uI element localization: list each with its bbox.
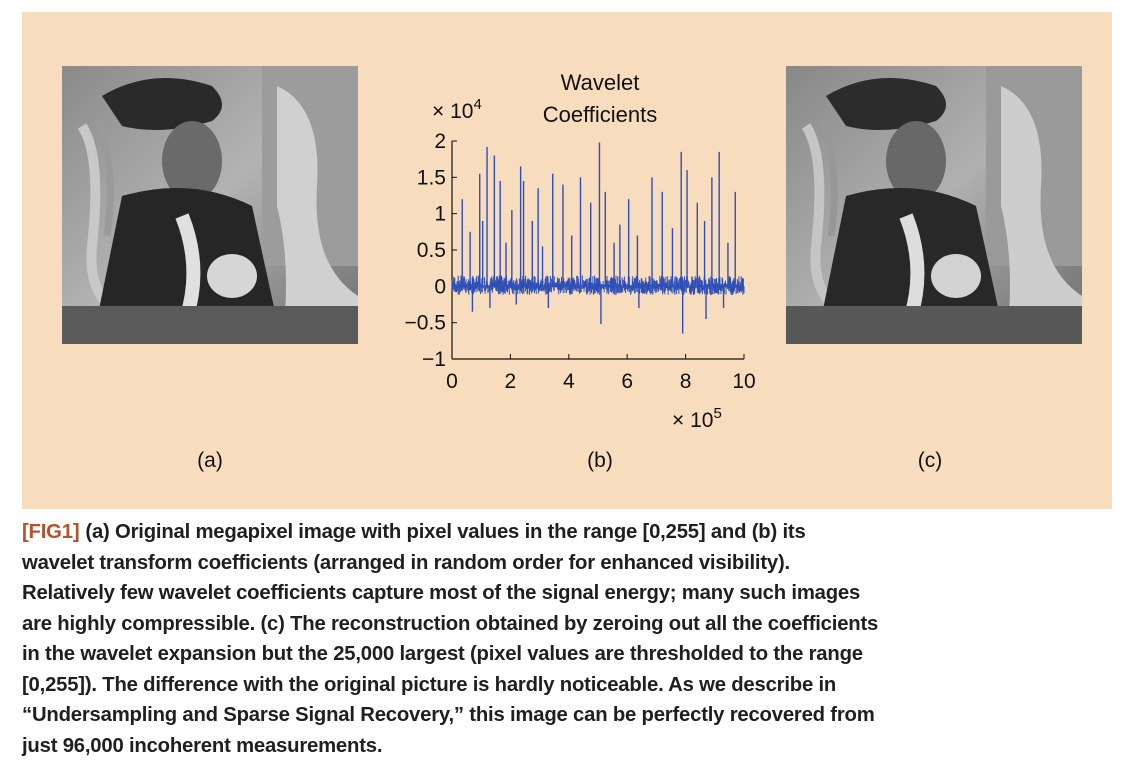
y-multiplier: × 104	[432, 96, 482, 123]
caption-line-text: (a) Original megapixel image with pixel …	[85, 521, 806, 543]
y-tick-label: 2	[434, 130, 446, 153]
wavelet-coefficient-chart: Wavelet Coefficients × 104 × 105 2 1.5 1 0.…	[405, 70, 756, 432]
panel-label-a: (a)	[197, 449, 223, 472]
x-tick-label: 6	[621, 370, 633, 393]
caption-line: wavelet transform coefficients (arranged…	[22, 551, 790, 574]
caption-tag: [FIG1]	[22, 521, 80, 543]
y-tick-label: 0	[434, 275, 446, 298]
x-multiplier: × 105	[672, 405, 722, 432]
figure-panel: Wavelet Coefficients × 104 × 105 2 1.5 1 0.…	[22, 12, 1112, 509]
y-tick-label: 1	[434, 203, 446, 226]
chart-title-line1: Wavelet	[561, 70, 640, 95]
caption-line: just 96,000 incoherent measurements.	[22, 734, 383, 757]
photo-icon	[62, 66, 358, 344]
y-tick-label: −1	[422, 348, 446, 371]
original-photo	[62, 66, 358, 344]
noise-band	[451, 275, 745, 295]
chart-series	[451, 142, 745, 334]
panel-label-c: (c)	[917, 449, 943, 472]
caption-line: [FIG1] (a) Original megapixel image with …	[22, 517, 1112, 548]
caption-line: Relatively few wavelet coefficients capt…	[22, 582, 861, 604]
panel-label-b: (b)	[587, 449, 613, 472]
x-tick-label: 4	[563, 370, 575, 393]
photo-icon	[786, 66, 1082, 344]
chart-axes: 21.510.50−0.5−10 2 4 6 8 10	[405, 130, 756, 393]
x-tick-label: 0	[446, 370, 458, 393]
caption-line: “Undersampling and Sparse Signal Recover…	[22, 704, 875, 726]
x-tick-label: 8	[680, 370, 692, 393]
y-tick-label: 0.5	[417, 239, 446, 262]
x-tick-label: 2	[505, 370, 517, 393]
caption-line: in the wavelet expansion but the 25,000 …	[22, 643, 863, 665]
y-tick-label: −0.5	[405, 312, 446, 335]
figure-caption: [FIG1] (a) Original megapixel image with …	[22, 517, 1112, 761]
reconstructed-photo	[786, 66, 1082, 344]
x-tick-label: 10	[732, 370, 755, 393]
y-tick-label: 1.5	[417, 166, 446, 189]
chart-title-line2: Coefficients	[543, 102, 658, 127]
caption-line: [0,255]). The difference with the origin…	[22, 673, 837, 696]
caption-line: are highly compressible. (c) The reconst…	[22, 612, 879, 635]
